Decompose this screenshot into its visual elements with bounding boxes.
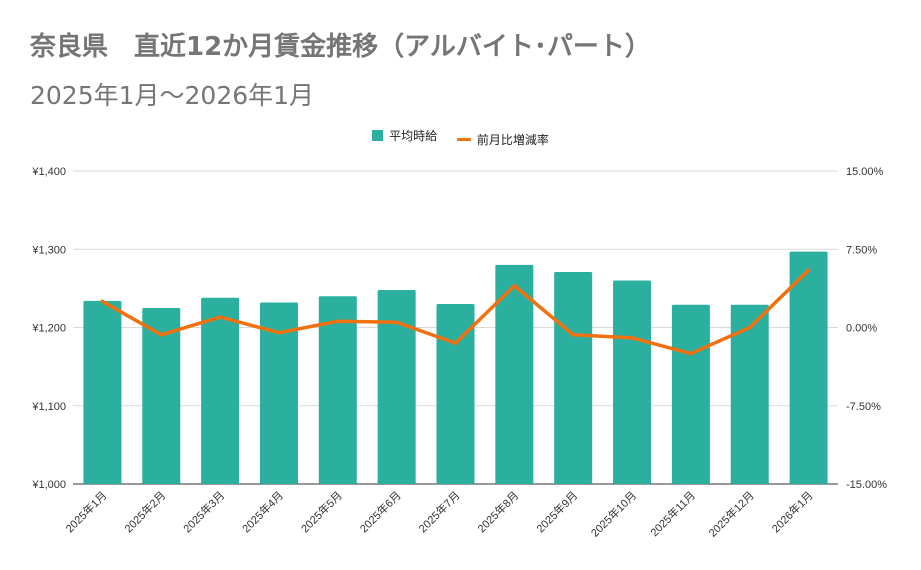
chart-subtitle: 2025年1月～2026年1月 [30, 81, 315, 110]
bar [259, 302, 298, 484]
legend-bar-swatch [372, 130, 384, 141]
bar [83, 300, 122, 484]
chart-legend: 平均時給 前月比増減率 [0, 127, 921, 148]
line-point [571, 333, 575, 337]
line-point [747, 325, 752, 330]
legend-line-swatch [456, 138, 471, 141]
x-tick-label: 2025年3月 [180, 488, 227, 535]
bar [318, 296, 357, 484]
x-tick-label: 2025年5月 [298, 488, 345, 535]
line-point [159, 333, 164, 337]
bar [142, 307, 181, 484]
y-right-tick-label: 7.50% [846, 244, 877, 256]
bar [554, 271, 593, 484]
bar [436, 304, 475, 484]
x-tick-label: 2025年4月 [239, 488, 286, 535]
y-left-tick-label: ¥1,100 [31, 401, 66, 413]
y-left-tick-label: ¥1,300 [31, 244, 66, 256]
x-tick-label: 2025年7月 [416, 488, 463, 535]
y-left-tick-label: ¥1,200 [31, 323, 66, 335]
legend-item-line: 前月比増減率 [456, 131, 549, 148]
x-tick-label: 2025年11月 [647, 488, 698, 539]
line-point [100, 299, 105, 304]
x-tick-label: 2025年8月 [474, 488, 521, 535]
line-point [336, 319, 340, 324]
x-tick-label: 2026年1月 [769, 488, 816, 535]
line-point [218, 315, 222, 319]
bar [201, 297, 240, 484]
bar [613, 280, 652, 484]
legend-item-bar: 平均時給 [372, 127, 437, 144]
x-tick-label: 2025年12月 [705, 488, 756, 539]
line-point [394, 320, 399, 325]
bar [495, 264, 534, 484]
x-tick-label: 2025年1月 [62, 488, 109, 535]
line-point [453, 341, 458, 345]
line-point [512, 283, 517, 288]
y-right-tick-label: -15.00% [846, 479, 887, 491]
bar [377, 289, 416, 484]
x-tick-label: 2025年9月 [533, 488, 580, 535]
line-point [277, 330, 281, 335]
bar [671, 304, 710, 484]
y-right-tick-label: 15.00% [846, 166, 884, 178]
line-point [806, 268, 811, 272]
y-right-tick-label: -7.50% [846, 401, 881, 413]
legend-bar-label: 平均時給 [389, 129, 438, 143]
x-tick-label: 2025年2月 [121, 488, 168, 535]
bar [789, 251, 828, 484]
line-point [689, 351, 693, 356]
y-left-tick-label: ¥1,000 [31, 479, 66, 491]
x-tick-label: 2025年10月 [588, 488, 639, 539]
bar [730, 304, 769, 484]
y-right-tick-label: 0.00% [846, 323, 877, 335]
legend-line-label: 前月比増減率 [476, 133, 549, 147]
chart-title: 奈良県 直近12か月賃金推移（アルバイト･パート） [30, 32, 651, 62]
line-point [630, 336, 634, 340]
x-tick-label: 2025年6月 [357, 488, 404, 535]
y-left-tick-label: ¥1,400 [31, 166, 66, 178]
